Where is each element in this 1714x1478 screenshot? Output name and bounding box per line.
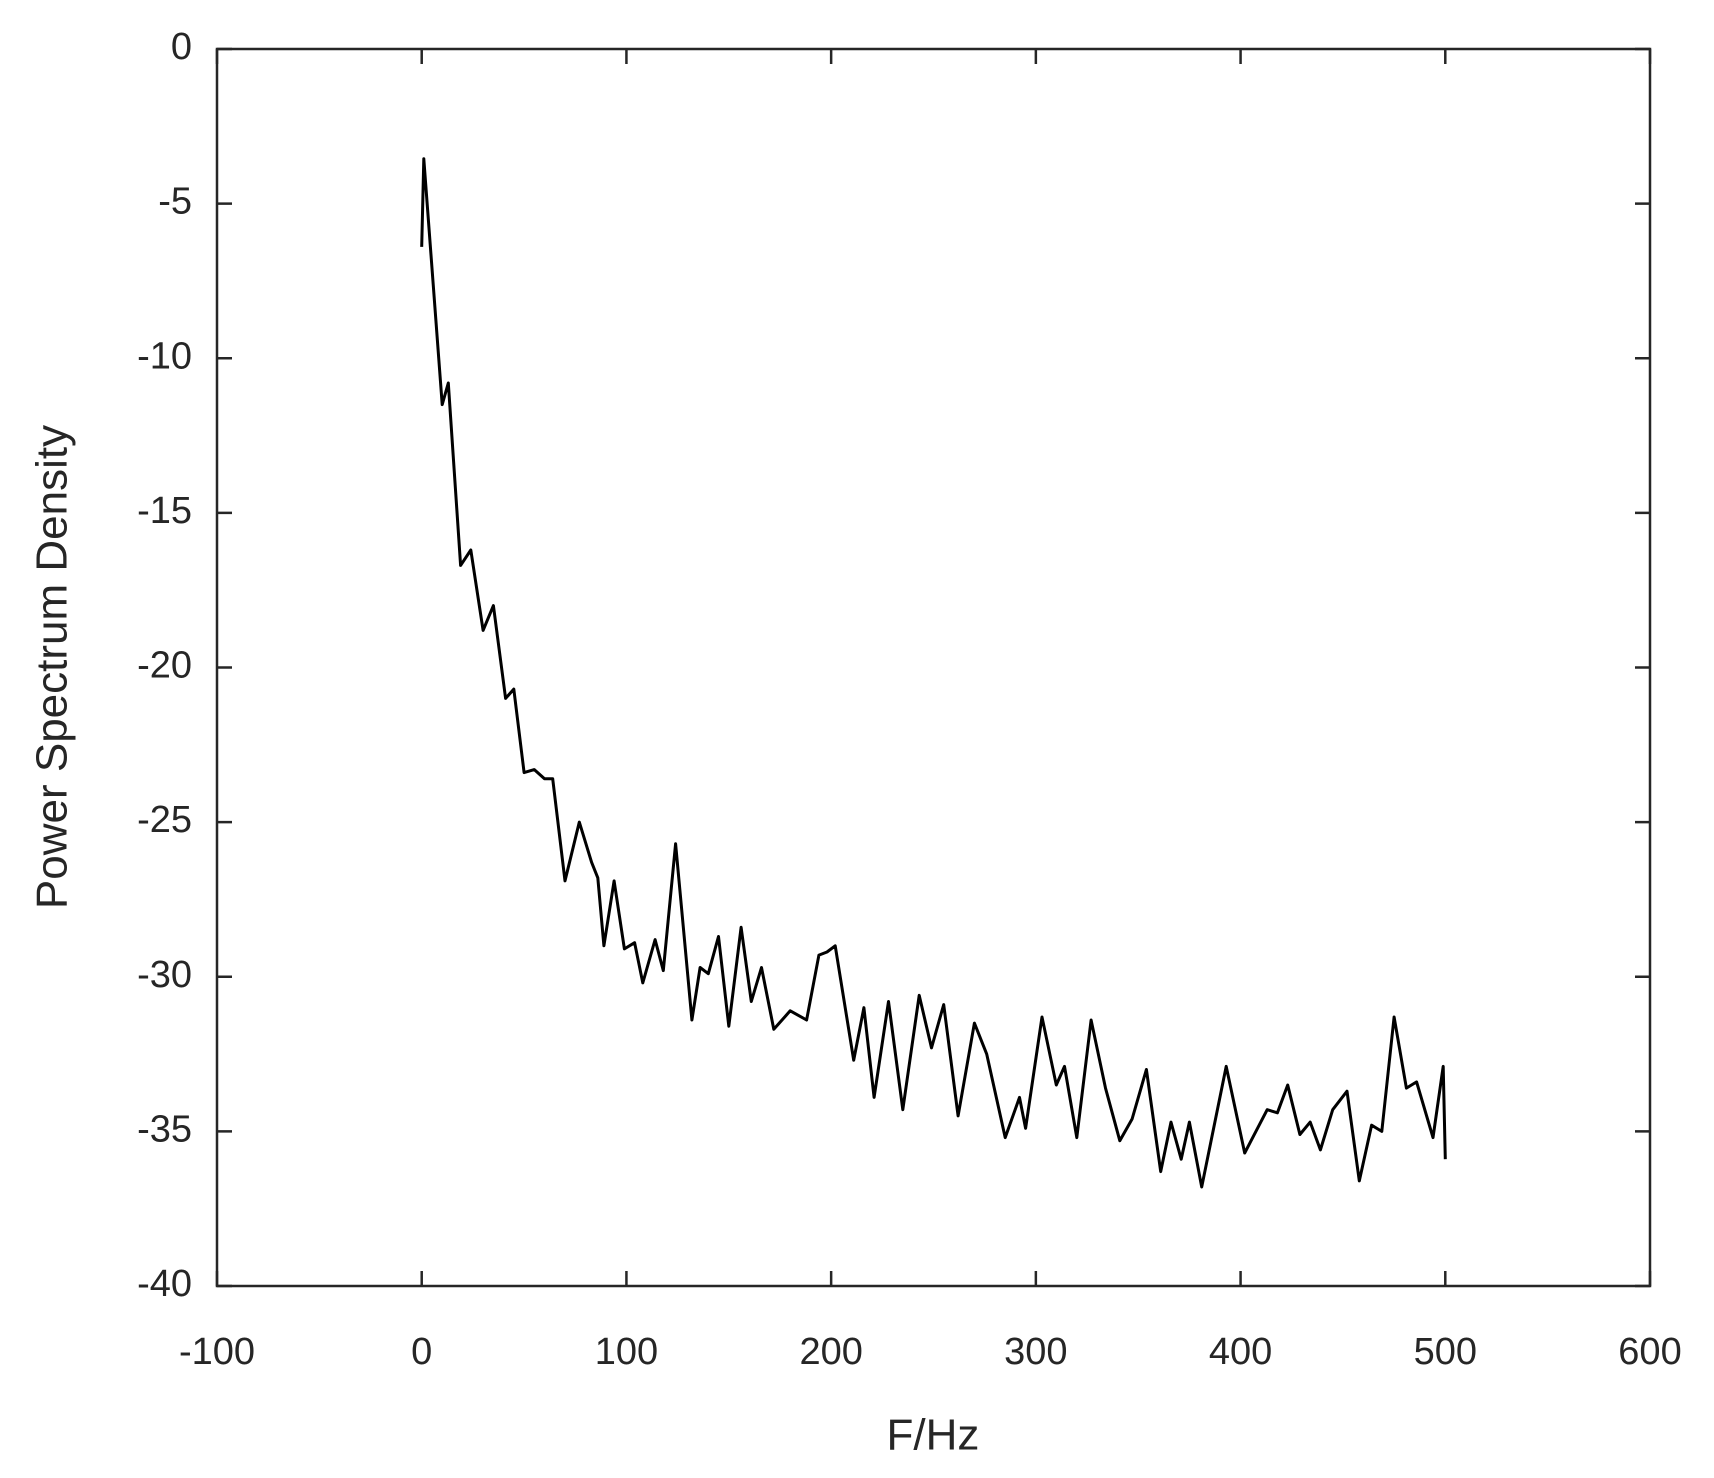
line-series	[420, 157, 1447, 1189]
x-tick-label: 400	[1209, 1331, 1272, 1373]
x-axis-label: F/Hz	[887, 1411, 980, 1460]
y-tick-label: 0	[171, 26, 192, 68]
y-tick-label: -35	[137, 1108, 192, 1150]
y-tick-label: -30	[137, 954, 192, 996]
y-tick-label: -5	[158, 181, 192, 223]
y-tick-label: -25	[137, 799, 192, 841]
x-tick-label: 600	[1618, 1331, 1681, 1373]
x-tick-label: 500	[1414, 1331, 1477, 1373]
x-tick-label: 0	[411, 1331, 432, 1373]
x-tick-label: 200	[799, 1331, 862, 1373]
y-tick-label: -40	[137, 1263, 192, 1305]
x-tick-label: 100	[595, 1331, 658, 1373]
y-tick-label: -20	[137, 645, 192, 687]
plot-frame	[215, 47, 1652, 1288]
y-axis-label: Power Spectrum Density	[28, 425, 77, 909]
y-tick-label: -10	[137, 335, 192, 377]
x-tick-label: 300	[1004, 1331, 1067, 1373]
y-tick-label: -15	[137, 490, 192, 532]
x-tick-label: -100	[179, 1331, 255, 1373]
